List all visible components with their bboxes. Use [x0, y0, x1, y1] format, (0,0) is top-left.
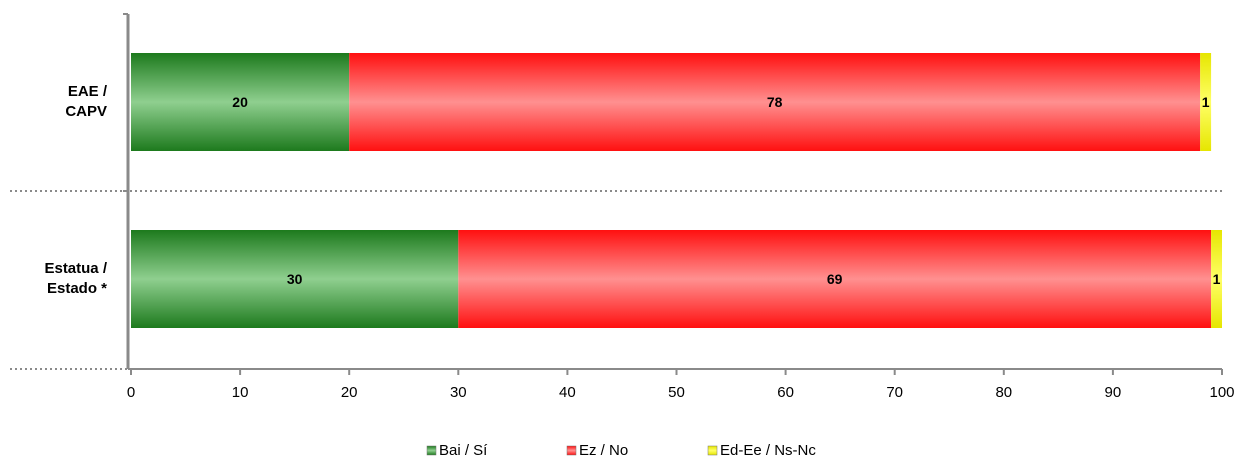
x-tick-label-90: 90: [1105, 384, 1122, 401]
legend: Bai / Sí Ez / No Ed-Ee / Ns-Nc: [426, 442, 816, 459]
data-label-ez-no-1: 78: [767, 94, 783, 110]
data-label-ed-ee-ns-nc-1: 1: [1202, 94, 1210, 110]
x-tick-label-0: 0: [127, 384, 135, 401]
plot-area: 20 78 1 EAE / CAPV 30 69 1 Estatua / Estado * 0 10 2…: [10, 13, 1235, 401]
bar-ez-no-1: [349, 53, 1201, 151]
legend-label-ez-no: Ez / No: [579, 442, 628, 459]
category-label-2: Estatua / Estado *: [44, 260, 107, 297]
legend-label-bai-si: Bai / Sí: [439, 442, 488, 459]
category-label-1: EAE / CAPV: [65, 83, 108, 120]
x-tick-label-100: 100: [1209, 384, 1234, 401]
data-label-bai-si-2: 30: [287, 271, 303, 287]
x-tick-label-10: 10: [232, 384, 249, 401]
data-label-ez-no-2: 69: [827, 271, 843, 287]
x-tick-label-30: 30: [450, 384, 467, 401]
x-tick-label-20: 20: [341, 384, 358, 401]
x-tick-label-50: 50: [668, 384, 685, 401]
legend-label-ed-ee-ns-nc: Ed-Ee / Ns-Nc: [720, 442, 816, 459]
bar-ed-ee-ns-nc-1: [1200, 53, 1212, 151]
legend-swatch-ed-ee-ns-nc: [707, 445, 718, 456]
bar-bai-si-2: [131, 230, 459, 328]
bar-ed-ee-ns-nc-2: [1211, 230, 1222, 328]
x-tick-label-40: 40: [559, 384, 576, 401]
x-tick-label-80: 80: [995, 384, 1012, 401]
x-tick-label-60: 60: [777, 384, 794, 401]
bar-bai-si-1: [131, 53, 350, 151]
legend-swatch-ez-no: [566, 445, 577, 456]
x-tick-label-70: 70: [886, 384, 903, 401]
data-label-bai-si-1: 20: [232, 94, 248, 110]
data-label-ed-ee-ns-nc-2: 1: [1213, 271, 1221, 287]
bar-ez-no-2: [458, 230, 1212, 328]
legend-swatch-bai-si: [426, 445, 437, 456]
